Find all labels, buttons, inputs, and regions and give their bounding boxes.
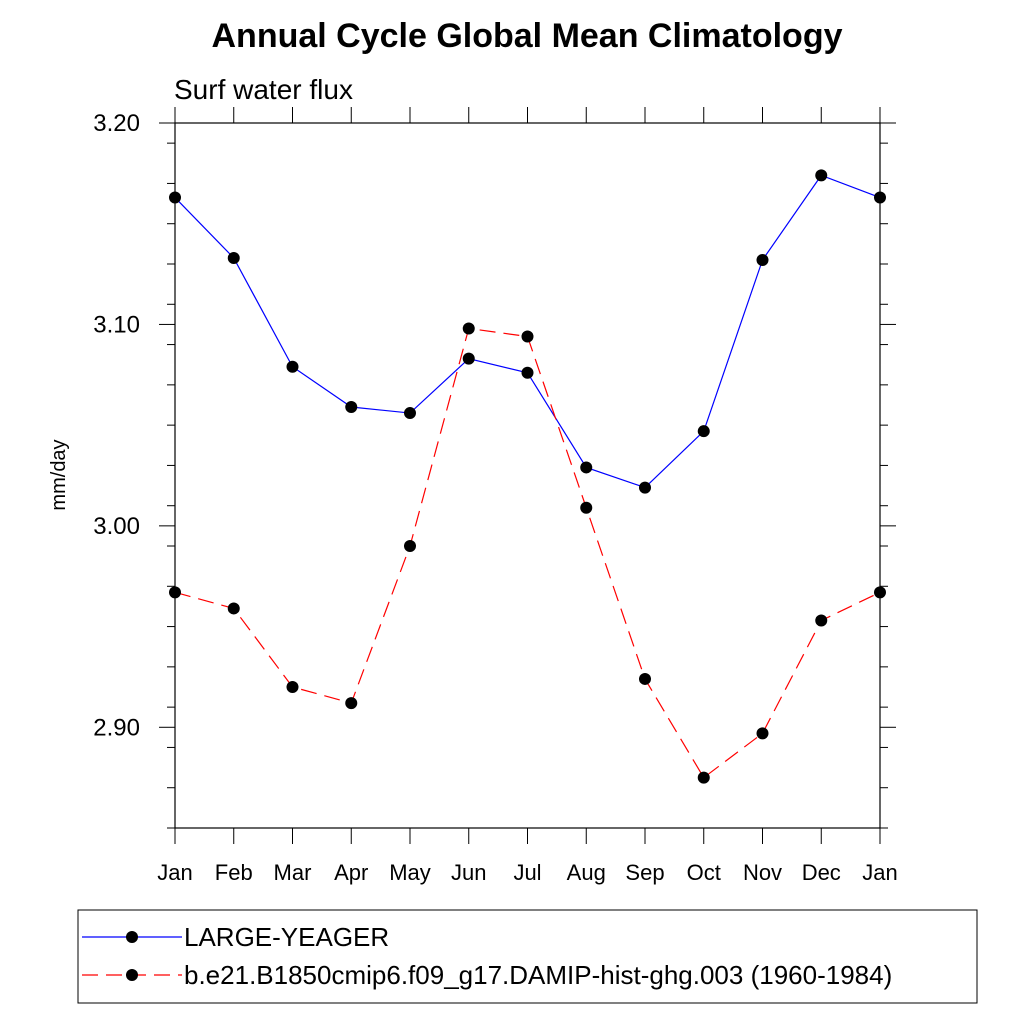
y-tick-label: 2.90	[93, 714, 140, 741]
legend-box	[77, 909, 978, 1004]
legend: LARGE-YEAGER b.e21.B1850cmip6.f09_g17.DAM…	[77, 909, 978, 1004]
data-point	[697, 771, 710, 784]
x-tick-label: Aug	[567, 860, 606, 885]
chart-subtitle: Surf water flux	[174, 74, 353, 105]
x-tick-label: Nov	[743, 860, 782, 885]
plot-frame	[174, 122, 881, 829]
data-point	[169, 191, 181, 204]
x-tick-label: Oct	[687, 860, 721, 885]
x-tick-label: Dec	[802, 860, 841, 885]
data-point	[169, 586, 181, 599]
series-line-2	[174, 327, 881, 779]
legend-marker	[126, 931, 138, 943]
x-tick-label: Apr	[334, 860, 368, 885]
data-point	[462, 322, 475, 335]
x-tick-label: Jun	[451, 860, 486, 885]
data-point	[815, 169, 828, 182]
data-point	[580, 501, 593, 514]
x-tick-label: Jan	[862, 860, 897, 885]
data-point	[815, 614, 828, 627]
x-tick-label: May	[389, 860, 431, 885]
data-point	[521, 366, 534, 379]
data-point	[227, 602, 240, 615]
x-tick-label: Feb	[215, 860, 253, 885]
data-point	[580, 461, 593, 474]
legend-label: b.e21.B1850cmip6.f09_g17.DAMIP-hist-ghg.…	[184, 960, 892, 990]
y-axis-label: mm/day	[48, 439, 70, 510]
data-point	[756, 727, 769, 740]
data-point	[521, 330, 534, 343]
legend-label: LARGE-YEAGER	[184, 922, 389, 952]
y-tick-label: 3.10	[93, 311, 140, 338]
data-point	[874, 586, 886, 599]
data-point	[345, 401, 358, 414]
chart-title: Annual Cycle Global Mean Climatology	[212, 17, 843, 55]
x-tick-label: Jul	[513, 860, 541, 885]
data-point	[286, 360, 299, 373]
y-tick-label: 3.00	[93, 513, 140, 540]
data-point	[227, 251, 240, 264]
data-point	[404, 540, 416, 552]
data-point	[697, 425, 710, 438]
data-point	[874, 191, 886, 204]
x-tick-label: Mar	[274, 860, 312, 885]
data-point	[639, 481, 651, 494]
y-tick-label: 3.20	[93, 110, 140, 137]
x-tick-label: Jan	[157, 860, 192, 885]
series-layer	[169, 169, 886, 784]
axis-ticks: Jan Feb Mar Apr May Jun Jul Aug Sep Oct Nov Dec Jan 2…	[93, 107, 898, 885]
data-point	[286, 681, 299, 693]
data-point	[345, 697, 358, 710]
x-tick-label: Sep	[625, 860, 664, 885]
legend-marker	[126, 969, 138, 981]
data-point	[404, 407, 416, 420]
data-point	[462, 352, 475, 365]
data-point	[756, 253, 769, 266]
data-point	[639, 672, 651, 685]
